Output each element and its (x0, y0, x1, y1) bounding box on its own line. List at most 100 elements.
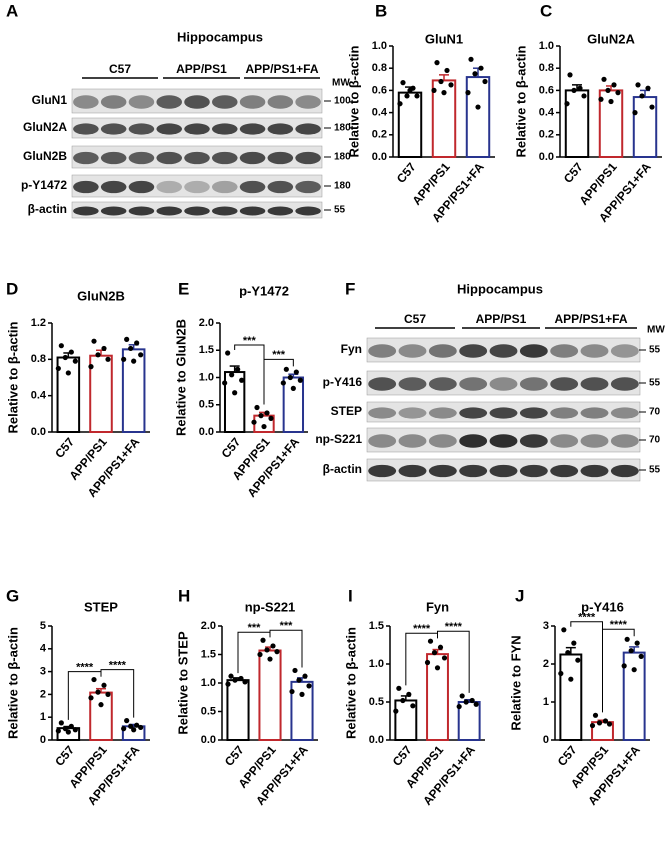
data-point (427, 638, 434, 644)
data-point (465, 90, 471, 96)
blot-band (212, 206, 238, 216)
data-point (124, 336, 130, 342)
blot-band (489, 434, 518, 448)
data-point (232, 390, 238, 396)
y-tick-label: 1.0 (369, 658, 384, 670)
data-point (473, 701, 479, 707)
data-point (611, 82, 617, 88)
data-point (58, 720, 64, 726)
blot-band (459, 377, 488, 391)
data-point (306, 683, 312, 689)
data-point (131, 727, 137, 733)
blot-band (239, 151, 266, 165)
data-point (283, 366, 289, 372)
chart-title: np-S221 (245, 599, 296, 614)
mw-label: 55 (649, 345, 661, 356)
panel-letter: E (178, 279, 189, 298)
blot-band (550, 464, 579, 478)
chart-title: p-Y416 (581, 599, 624, 614)
data-point (229, 372, 235, 378)
y-tick-label: 0.4 (539, 107, 555, 119)
x-tick-label: C57 (52, 743, 77, 769)
data-point (635, 82, 641, 88)
blot-band (610, 344, 639, 358)
data-point (91, 676, 97, 683)
y-tick-label: 2 (543, 658, 549, 670)
panel-letter: F (345, 279, 355, 298)
data-point (571, 87, 577, 93)
data-point (482, 78, 488, 85)
y-tick-label: 1 (543, 696, 549, 708)
blot-band (156, 206, 183, 216)
y-tick-label: 0.8 (31, 353, 46, 365)
data-point (568, 676, 574, 682)
data-point (292, 667, 298, 674)
blot-band (128, 95, 155, 109)
blot-band (184, 95, 210, 109)
blot-band (519, 344, 548, 358)
blot-band (295, 123, 321, 135)
blot-band (184, 180, 210, 194)
panel-letter: B (375, 1, 387, 20)
data-point (438, 78, 444, 85)
blot-band (212, 151, 238, 165)
y-tick-label: 0.0 (201, 734, 216, 746)
data-point (638, 653, 644, 660)
mw-header: MW (647, 325, 665, 336)
y-tick-label: 2 (40, 688, 46, 700)
data-point (264, 410, 270, 416)
y-tick-label: 5 (40, 620, 46, 632)
data-point (606, 721, 613, 727)
data-point (72, 358, 78, 364)
bar (465, 76, 491, 158)
data-point (577, 85, 583, 91)
data-point (101, 345, 107, 352)
data-point (98, 702, 104, 708)
mw-label: 55 (649, 378, 661, 389)
data-point (225, 681, 231, 687)
data-point (91, 338, 97, 344)
y-tick-label: 0.5 (369, 696, 384, 708)
data-point (441, 90, 447, 96)
data-point (131, 358, 137, 364)
data-point (598, 96, 604, 102)
blot-band (295, 151, 321, 165)
data-point (581, 93, 587, 99)
data-point (222, 380, 228, 386)
y-tick-label: 0.8 (539, 62, 554, 74)
y-tick-label: 4 (40, 643, 47, 655)
blot-band (368, 344, 397, 358)
data-point (302, 673, 308, 679)
x-tick-label: C57 (561, 160, 586, 186)
y-tick-label: 2.0 (201, 620, 216, 632)
blot-band (398, 344, 427, 358)
group-label: C57 (109, 62, 131, 76)
chart-title: GluN1 (425, 31, 463, 46)
bar (226, 679, 250, 742)
data-point (268, 415, 274, 421)
data-point (138, 724, 144, 731)
mw-label: 180 (334, 123, 351, 134)
panel-letter: H (178, 586, 190, 605)
blot-band (580, 407, 609, 419)
x-tick-label: C57 (390, 743, 415, 769)
blot-band (73, 95, 99, 109)
row-label: np-S221 (315, 432, 362, 446)
data-point (393, 708, 399, 714)
blot-band (459, 407, 488, 419)
data-point (290, 385, 296, 391)
y-axis-label: Relative to β-actin (343, 627, 358, 739)
mw-label: 180 (334, 181, 351, 192)
group-label: APP/PS1+FA (245, 62, 318, 76)
data-point (407, 87, 413, 93)
bar (282, 376, 305, 433)
panel-letter: C (540, 1, 552, 20)
data-point (62, 354, 68, 361)
blot-band (184, 123, 210, 135)
blot-band (128, 206, 155, 216)
blot-band (73, 206, 99, 216)
blot-title: Hippocampus (177, 29, 263, 44)
data-point (260, 637, 266, 643)
data-point (299, 691, 305, 698)
y-tick-label: 1.5 (369, 620, 384, 632)
